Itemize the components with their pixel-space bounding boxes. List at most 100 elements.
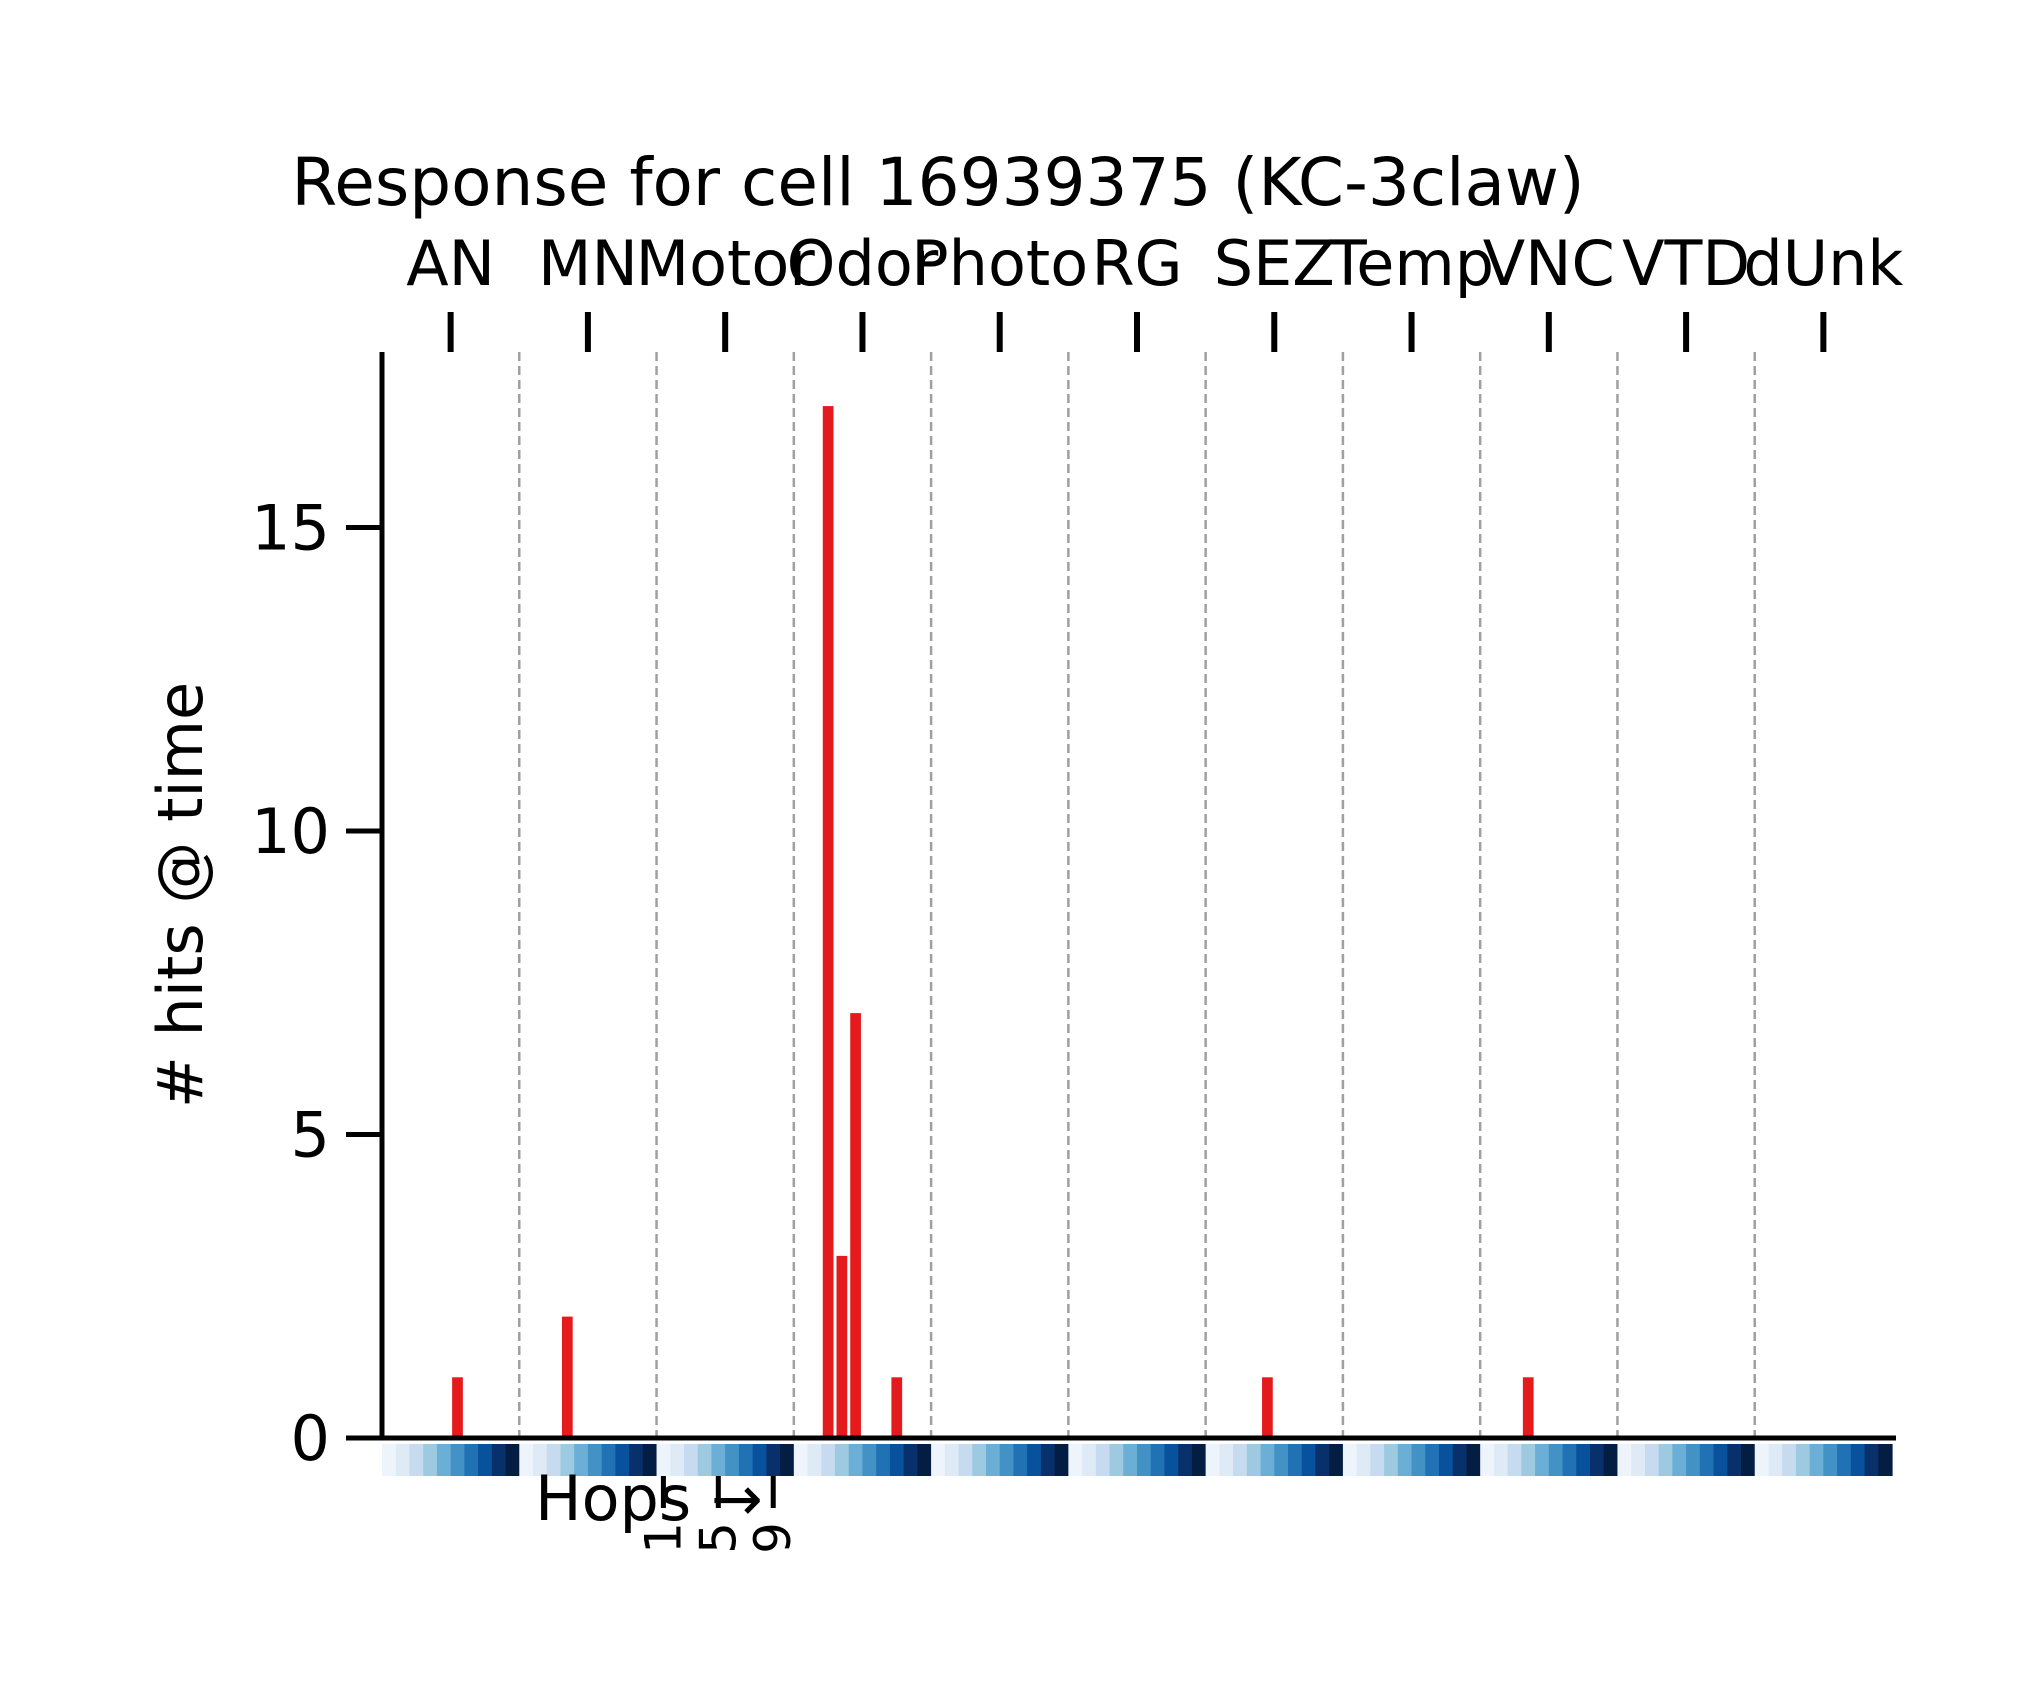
hop-color-cell	[807, 1444, 822, 1476]
hop-color-cell	[1795, 1444, 1811, 1476]
hop-color-cell	[409, 1444, 424, 1476]
hop-color-cell	[1095, 1444, 1111, 1476]
bar-vnc-hop-4	[1522, 1377, 1534, 1438]
hop-color-cell	[464, 1444, 479, 1476]
hop-color-cell	[1397, 1444, 1413, 1476]
y-ticks: 0 5 10 15	[251, 492, 382, 1475]
hop-color-cell	[1150, 1444, 1166, 1476]
hop-color-cell	[574, 1444, 589, 1476]
hop-color-cell	[1137, 1444, 1152, 1476]
hop-color-cell	[752, 1444, 767, 1476]
category-label-dunk: dUnk	[1743, 227, 1903, 300]
hop-color-cell	[1809, 1444, 1824, 1476]
hop-color-cell	[1191, 1444, 1207, 1476]
hop-color-cell	[1562, 1444, 1577, 1476]
hop-color-cell	[1301, 1444, 1317, 1476]
hop-color-cell	[835, 1444, 850, 1476]
chart-title: Response for cell 16939375 (KC-3claw)	[291, 144, 1584, 221]
hop-color-cell	[793, 1444, 809, 1476]
y-tick-label-15: 15	[251, 492, 330, 565]
hop-color-cell	[670, 1444, 685, 1476]
bars	[452, 406, 1534, 1439]
category-label-mn: MN	[538, 227, 638, 300]
category-label-sez: SEZ	[1214, 227, 1335, 300]
hop-color-cell	[423, 1444, 438, 1476]
hop-color-cell	[560, 1444, 575, 1476]
hop-color-cell	[1342, 1444, 1358, 1476]
category-label-vnc: VNC	[1483, 227, 1615, 300]
hop-color-cell	[1699, 1444, 1715, 1476]
category-label-rg: RG	[1091, 227, 1182, 300]
hop-color-cell	[848, 1444, 864, 1476]
hop-color-cell	[1603, 1444, 1619, 1476]
hop-color-cell	[1741, 1444, 1756, 1476]
hop-tick-label-9: 9	[744, 1522, 802, 1554]
hop-color-cell	[1507, 1444, 1522, 1476]
hop-color-strips	[382, 1444, 1893, 1476]
bar-odor-hop-4	[836, 1255, 848, 1438]
hop-color-cell	[1329, 1444, 1344, 1476]
hop-color-cell	[972, 1444, 987, 1476]
y-axis-label: # hits @ time	[144, 682, 217, 1108]
hop-color-cell	[738, 1444, 754, 1476]
hop-color-cell	[1054, 1444, 1069, 1476]
hop-color-cell	[450, 1444, 465, 1476]
hop-color-cell	[1068, 1444, 1083, 1476]
hop-color-cell	[1617, 1444, 1632, 1476]
hop-tick-label-1: 1	[634, 1522, 692, 1554]
bar-odor-hop-3	[822, 406, 834, 1439]
hop-color-cell	[1411, 1444, 1426, 1476]
hop-color-cell	[629, 1444, 644, 1476]
hop-color-cell	[1109, 1444, 1124, 1476]
hop-color-cell	[780, 1444, 795, 1476]
hop-color-cell	[1590, 1444, 1605, 1476]
hop-color-cell	[889, 1444, 905, 1476]
hop-color-cell	[395, 1444, 411, 1476]
category-label-motor: Motor	[636, 227, 816, 300]
bar-mn-hop-4	[561, 1316, 573, 1438]
hop-color-cell	[944, 1444, 960, 1476]
hop-color-cell	[1535, 1444, 1550, 1476]
hop-color-cell	[1850, 1444, 1866, 1476]
hop-color-cell	[1768, 1444, 1783, 1476]
category-label-vtd: VTD	[1622, 227, 1750, 300]
hop-color-cell	[533, 1444, 548, 1476]
hop-color-cell	[1040, 1444, 1056, 1476]
axes	[346, 352, 1896, 1441]
hop-color-cell	[1727, 1444, 1742, 1476]
category-label-photo: Photo	[911, 227, 1088, 300]
hop-color-cell	[1466, 1444, 1481, 1476]
hop-color-cell	[1837, 1444, 1852, 1476]
bar-sez-hop-5	[1262, 1377, 1273, 1438]
hop-color-cell	[958, 1444, 973, 1476]
hop-color-cell	[1123, 1444, 1138, 1476]
y-tick-label-5: 5	[291, 1099, 330, 1172]
hops-label: Hops →	[535, 1462, 763, 1535]
hop-color-cell	[1315, 1444, 1330, 1476]
category-label-temp: Temp	[1328, 227, 1494, 300]
hop-color-cell	[1548, 1444, 1564, 1476]
hop-color-cell	[1576, 1444, 1591, 1476]
hop-color-cell	[1878, 1444, 1893, 1476]
hop-color-cell	[1178, 1444, 1193, 1476]
hop-color-cell	[1274, 1444, 1289, 1476]
hop-color-cell	[1864, 1444, 1879, 1476]
hop-color-cell	[478, 1444, 493, 1476]
hop-color-cell	[1233, 1444, 1248, 1476]
hop-color-cell	[999, 1444, 1015, 1476]
y-tick-label-0: 0	[291, 1402, 330, 1475]
hop-color-cell	[931, 1444, 946, 1476]
hop-color-cell	[1713, 1444, 1728, 1476]
hop-color-cell	[986, 1444, 1001, 1476]
hop-color-cell	[1782, 1444, 1797, 1476]
hop-color-cell	[601, 1444, 616, 1476]
hop-color-cell	[1260, 1444, 1275, 1476]
hop-color-cell	[876, 1444, 891, 1476]
hop-color-cell	[1823, 1444, 1838, 1476]
hop-color-cell	[656, 1444, 671, 1476]
hop-color-cell	[1246, 1444, 1262, 1476]
hop-color-cell	[587, 1444, 603, 1476]
hop-color-cell	[436, 1444, 452, 1476]
hop-color-cell	[711, 1444, 726, 1476]
